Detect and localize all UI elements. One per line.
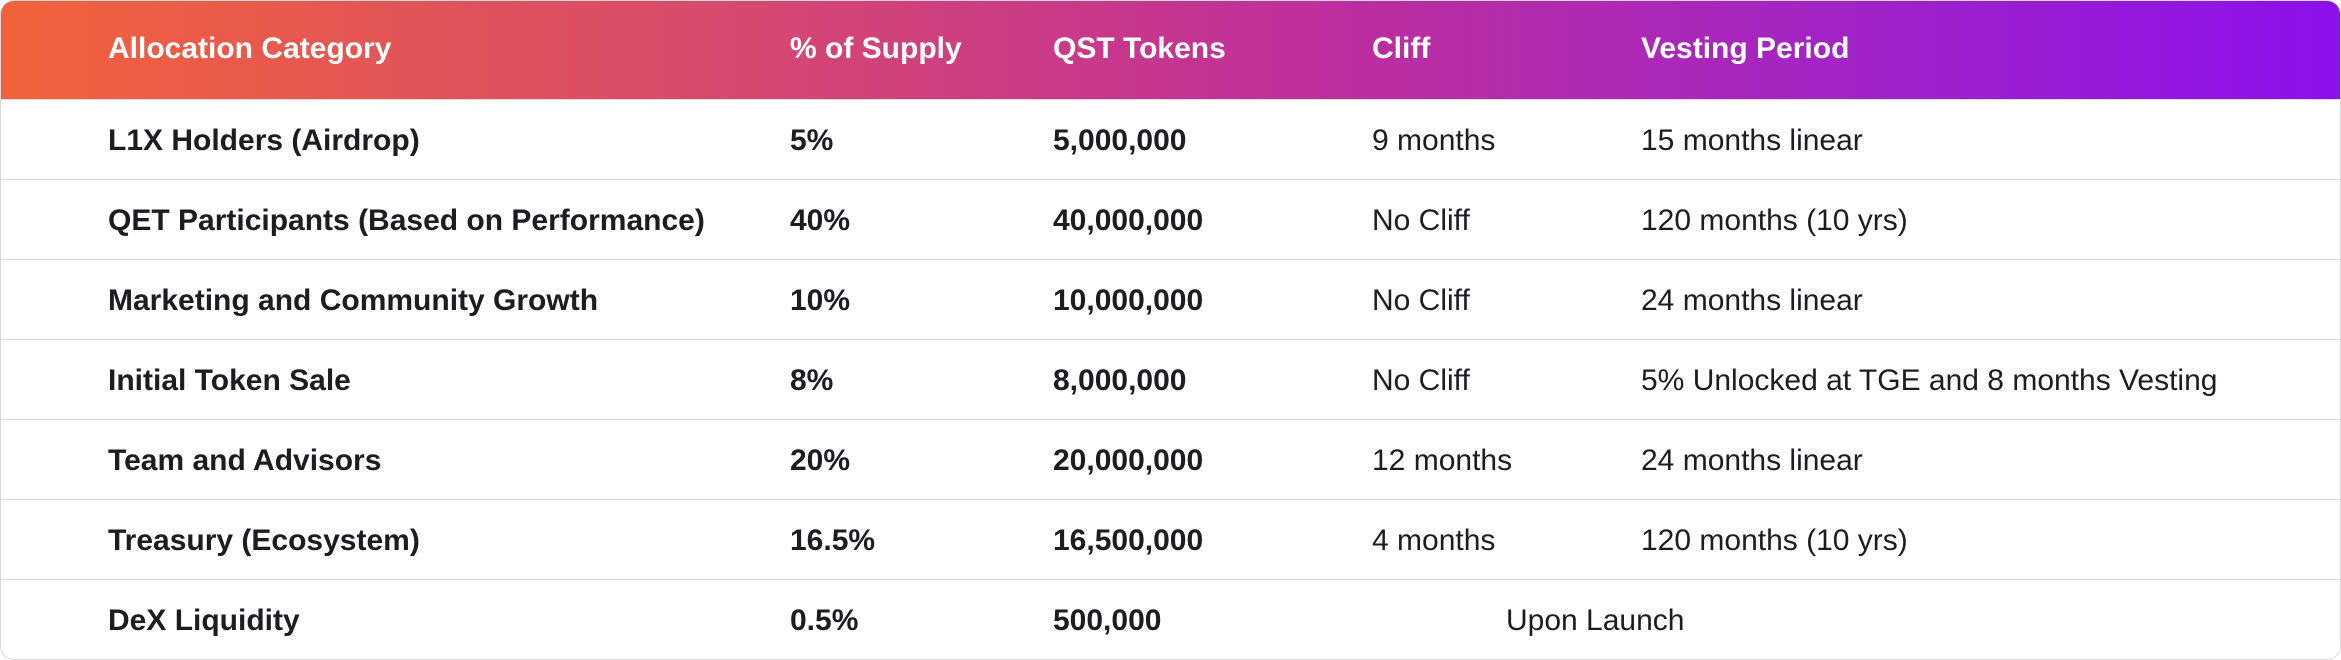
supply-percent-cell: 20% — [790, 444, 851, 477]
table-row: Initial Token Sale 8% 8,000,000 No Cliff… — [1, 339, 2340, 420]
qst-tokens-cell: 10,000,000 — [1053, 284, 1204, 317]
supply-percent-cell: 5% — [790, 124, 834, 157]
cliff-cell: No Cliff — [1372, 364, 1470, 397]
vesting-period-cell: 24 months linear — [1641, 284, 1863, 317]
qst-tokens-cell: 40,000,000 — [1053, 204, 1204, 237]
vesting-period-cell: 24 months linear — [1641, 444, 1863, 477]
header-vesting-period: Vesting Period — [1641, 32, 1850, 65]
supply-percent-cell: 16.5% — [790, 524, 876, 557]
header-cliff: Cliff — [1372, 32, 1431, 65]
table-row: Marketing and Community Growth 10% 10,00… — [1, 259, 2340, 340]
merged-schedule-cell: Upon Launch — [1506, 604, 1685, 637]
vesting-period-cell: 120 months (10 yrs) — [1641, 204, 1908, 237]
supply-percent-cell: 10% — [790, 284, 851, 317]
header-allocation-category: Allocation Category — [108, 32, 392, 65]
allocation-category-cell: DeX Liquidity — [108, 604, 300, 637]
supply-percent-cell: 0.5% — [790, 604, 859, 637]
cliff-cell: 12 months — [1372, 444, 1513, 477]
supply-percent-cell: 40% — [790, 204, 851, 237]
table-row: DeX Liquidity 0.5% 500,000 Upon Launch — [1, 579, 2340, 659]
qst-tokens-cell: 20,000,000 — [1053, 444, 1204, 477]
supply-percent-cell: 8% — [790, 364, 834, 397]
cliff-cell: 9 months — [1372, 124, 1496, 157]
allocation-category-cell: Marketing and Community Growth — [108, 284, 599, 317]
qst-tokens-cell: 5,000,000 — [1053, 124, 1187, 157]
table-row: Team and Advisors 20% 20,000,000 12 mont… — [1, 419, 2340, 500]
table-header: Allocation Category % of Supply QST Toke… — [1, 1, 2340, 99]
allocation-category-cell: Team and Advisors — [108, 444, 382, 477]
header-qst-tokens: QST Tokens — [1053, 32, 1226, 65]
allocation-category-cell: QET Participants (Based on Performance) — [108, 204, 705, 237]
vesting-period-cell: 120 months (10 yrs) — [1641, 524, 1908, 557]
table-row: QET Participants (Based on Performance) … — [1, 179, 2340, 260]
vesting-period-cell: 5% Unlocked at TGE and 8 months Vesting — [1641, 364, 2218, 397]
allocation-category-cell: Treasury (Ecosystem) — [108, 524, 420, 557]
cliff-cell: No Cliff — [1372, 284, 1470, 317]
qst-tokens-cell: 8,000,000 — [1053, 364, 1187, 397]
qst-tokens-cell: 500,000 — [1053, 604, 1162, 637]
allocation-category-cell: L1X Holders (Airdrop) — [108, 124, 420, 157]
qst-tokens-cell: 16,500,000 — [1053, 524, 1204, 557]
cliff-cell: 4 months — [1372, 524, 1496, 557]
table-row: Treasury (Ecosystem) 16.5% 16,500,000 4 … — [1, 499, 2340, 580]
allocation-category-cell: Initial Token Sale — [108, 364, 351, 397]
header-percent-of-supply: % of Supply — [790, 32, 962, 65]
table-row: L1X Holders (Airdrop) 5% 5,000,000 9 mon… — [1, 99, 2340, 180]
vesting-period-cell: 15 months linear — [1641, 124, 1863, 157]
cliff-cell: No Cliff — [1372, 204, 1470, 237]
